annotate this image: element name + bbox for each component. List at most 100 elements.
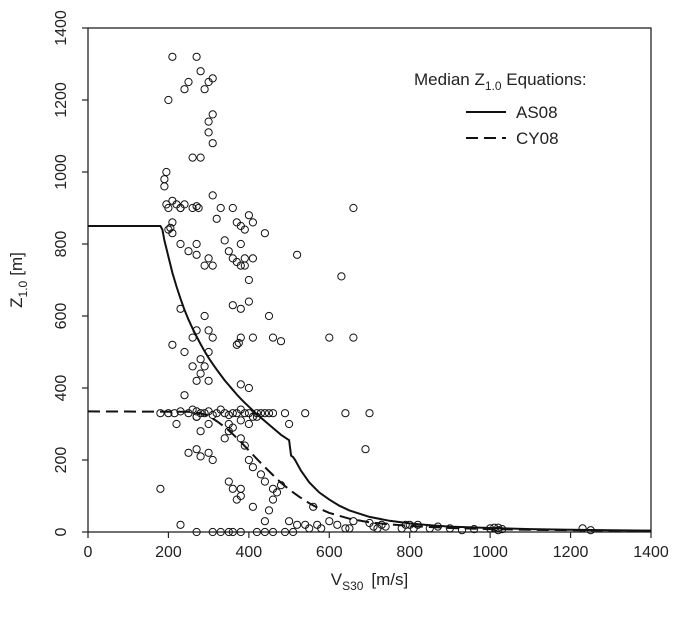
curve-cy08	[87, 410, 652, 532]
data-point	[232, 340, 241, 349]
data-point	[337, 272, 346, 281]
data-point	[285, 517, 294, 526]
data-point	[228, 527, 237, 537]
data-point	[276, 481, 286, 490]
data-point	[252, 409, 261, 418]
data-point	[236, 304, 245, 313]
y-tick-label: 600	[53, 303, 70, 330]
data-point	[361, 445, 370, 454]
data-point	[490, 523, 499, 532]
points-layer	[156, 52, 595, 537]
data-point	[216, 203, 225, 213]
data-point	[192, 326, 201, 335]
data-point	[252, 412, 261, 421]
data-point	[204, 117, 213, 126]
y-axis-title-main: Z	[7, 297, 26, 307]
y-axis-title-unit: [m]	[7, 252, 26, 276]
data-point	[244, 275, 253, 285]
data-point	[168, 52, 177, 61]
data-point	[164, 409, 173, 418]
y-tick-label: 200	[53, 447, 70, 474]
y-tick-label: 1200	[53, 82, 70, 118]
data-point	[309, 502, 318, 511]
data-point	[457, 526, 467, 535]
data-point	[200, 311, 209, 321]
data-point	[236, 416, 245, 425]
data-point	[200, 261, 209, 270]
data-point	[176, 304, 185, 313]
x-axis-title: VS30 [m/s]	[331, 570, 409, 593]
x-tick-label: 1000	[472, 544, 508, 561]
data-point	[228, 301, 237, 310]
data-point	[156, 409, 165, 418]
y-axis-title: Z1.0 [m]	[7, 252, 30, 308]
data-point	[349, 333, 358, 342]
data-point	[164, 203, 173, 213]
data-point	[252, 527, 261, 537]
x-axis-title-sub: S30	[342, 579, 364, 593]
data-point	[244, 297, 253, 306]
data-point	[236, 380, 245, 389]
data-point	[377, 520, 386, 529]
data-point	[194, 203, 203, 213]
data-point	[160, 182, 169, 191]
y-axis: 0 200 400 600 800 1000 1200 1400	[53, 10, 88, 536]
data-point	[317, 524, 326, 533]
y-axis-title-sub: 1.0	[16, 280, 30, 297]
data-point	[494, 523, 503, 532]
data-point	[176, 203, 185, 213]
x-tick-label: 800	[396, 544, 423, 561]
data-point	[293, 250, 302, 259]
data-point	[192, 202, 201, 211]
data-point	[425, 524, 434, 533]
data-point	[345, 524, 354, 533]
data-point	[208, 139, 217, 148]
x-tick-label: 600	[316, 544, 343, 561]
data-point	[204, 448, 213, 457]
legend-title: Median Z1.0 Equations:	[414, 70, 587, 93]
data-point	[285, 419, 294, 429]
data-point	[196, 67, 205, 76]
data-point	[164, 95, 173, 105]
data-point	[381, 522, 390, 531]
data-point	[445, 524, 454, 533]
data-point	[184, 247, 193, 256]
x-tick-label: 0	[84, 544, 93, 561]
data-point	[240, 261, 249, 270]
x-tick-label: 400	[236, 544, 263, 561]
legend-title-sub: 1.0	[485, 79, 502, 93]
data-point	[192, 407, 201, 416]
data-point	[180, 85, 189, 94]
data-point	[240, 225, 249, 234]
data-point	[365, 409, 374, 418]
x-tick-label: 1200	[553, 544, 589, 561]
data-point	[196, 153, 205, 162]
data-point	[264, 506, 274, 515]
data-point	[268, 409, 278, 418]
data-point	[268, 527, 278, 537]
data-point	[188, 203, 197, 213]
data-point	[156, 484, 165, 493]
data-point	[192, 412, 201, 421]
data-point	[293, 520, 302, 529]
data-point	[369, 522, 378, 531]
data-point	[413, 520, 422, 529]
data-point	[244, 455, 253, 465]
data-point	[224, 247, 233, 256]
data-point	[208, 527, 217, 537]
data-point	[248, 463, 257, 472]
data-point	[470, 525, 479, 534]
data-point	[208, 333, 217, 342]
y-tick-label: 800	[53, 231, 70, 258]
data-point	[188, 405, 197, 414]
data-point	[256, 470, 265, 479]
data-point	[236, 527, 245, 537]
data-point	[180, 391, 189, 400]
data-point	[196, 369, 205, 378]
data-point	[260, 527, 269, 537]
data-point	[240, 254, 249, 263]
data-point	[208, 110, 217, 119]
data-point	[220, 434, 229, 443]
data-point	[586, 526, 595, 535]
data-point	[234, 338, 243, 348]
